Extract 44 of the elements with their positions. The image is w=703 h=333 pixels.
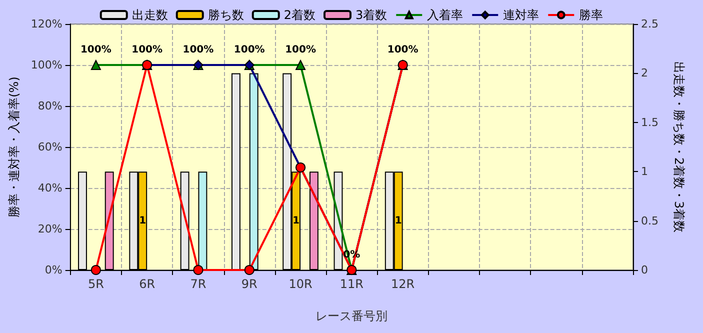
legend-label: 勝率 <box>579 8 604 22</box>
data-label: 100% <box>285 44 316 56</box>
y2-tick-label: 2.5 <box>641 18 658 30</box>
legend-label: 連対率 <box>503 8 540 22</box>
y-tick-label: 120% <box>30 18 62 30</box>
data-label: 100% <box>182 44 214 56</box>
y-tick-label: 0% <box>44 264 62 276</box>
data-label: 100% <box>80 44 112 56</box>
y2-tick-label: 1.5 <box>641 116 658 129</box>
data-label: 1 <box>394 215 402 226</box>
point <box>244 265 254 275</box>
point <box>193 265 204 275</box>
x-tick-label: 5R <box>88 277 104 291</box>
legend-label: 3着数 <box>356 8 388 22</box>
y2-tick-label: 0 <box>641 264 648 276</box>
x-axis-title: レース番号別 <box>316 309 388 323</box>
y2-tick-label: 1 <box>641 165 648 178</box>
data-label: 1 <box>292 215 300 226</box>
data-label: 100% <box>234 44 265 56</box>
x-tick-label: 6R <box>139 277 156 291</box>
y-tick-label: 80% <box>38 100 62 112</box>
point <box>296 60 306 70</box>
legend-label: 2着数 <box>284 8 316 22</box>
y-tick-label: 60% <box>38 140 62 154</box>
data-label: 1 <box>139 215 146 226</box>
point <box>90 265 101 275</box>
x-tick-label: 12R <box>391 277 415 291</box>
x-tick-label: 10R <box>288 277 312 291</box>
data-label: 100% <box>132 44 163 56</box>
x-tick-label: 11R <box>340 277 364 291</box>
x-tick-label: 9R <box>241 277 258 291</box>
y-tick-label: 100% <box>30 58 62 72</box>
legend-label: 出走数 <box>132 8 168 22</box>
point <box>90 60 101 70</box>
y-tick-label: 20% <box>38 222 62 236</box>
y2-tick-label: 2 <box>641 66 648 80</box>
y2-axis-title: 出走数・勝ち数・2着数・3着数 <box>672 61 686 233</box>
data-label: 100% <box>387 44 418 56</box>
y-tick-label: 40% <box>38 182 62 194</box>
y-axis-title: 勝率・連対率・入着率(%) <box>7 76 21 218</box>
legend-label: 入着率 <box>427 8 464 22</box>
y2-tick-label: 0.5 <box>641 214 658 228</box>
legend-label: 勝ち数 <box>208 8 244 22</box>
x-tick-label: 7R <box>190 277 206 291</box>
